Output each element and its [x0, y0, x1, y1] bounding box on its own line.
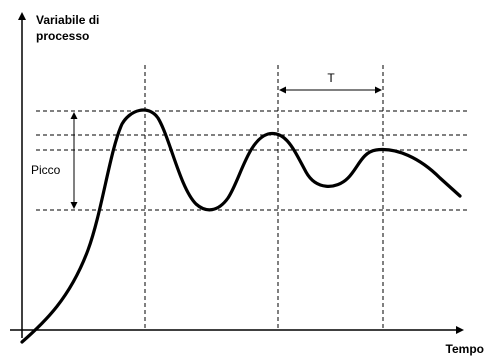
period-label: T: [327, 71, 335, 85]
response-curve: [20, 108, 462, 344]
peak-label: Picco: [31, 163, 61, 177]
y-axis-title-line1: Variabile di: [36, 13, 99, 27]
y-axis-title-line2: processo: [36, 29, 89, 43]
x-axis-title: Tempo: [446, 342, 484, 356]
